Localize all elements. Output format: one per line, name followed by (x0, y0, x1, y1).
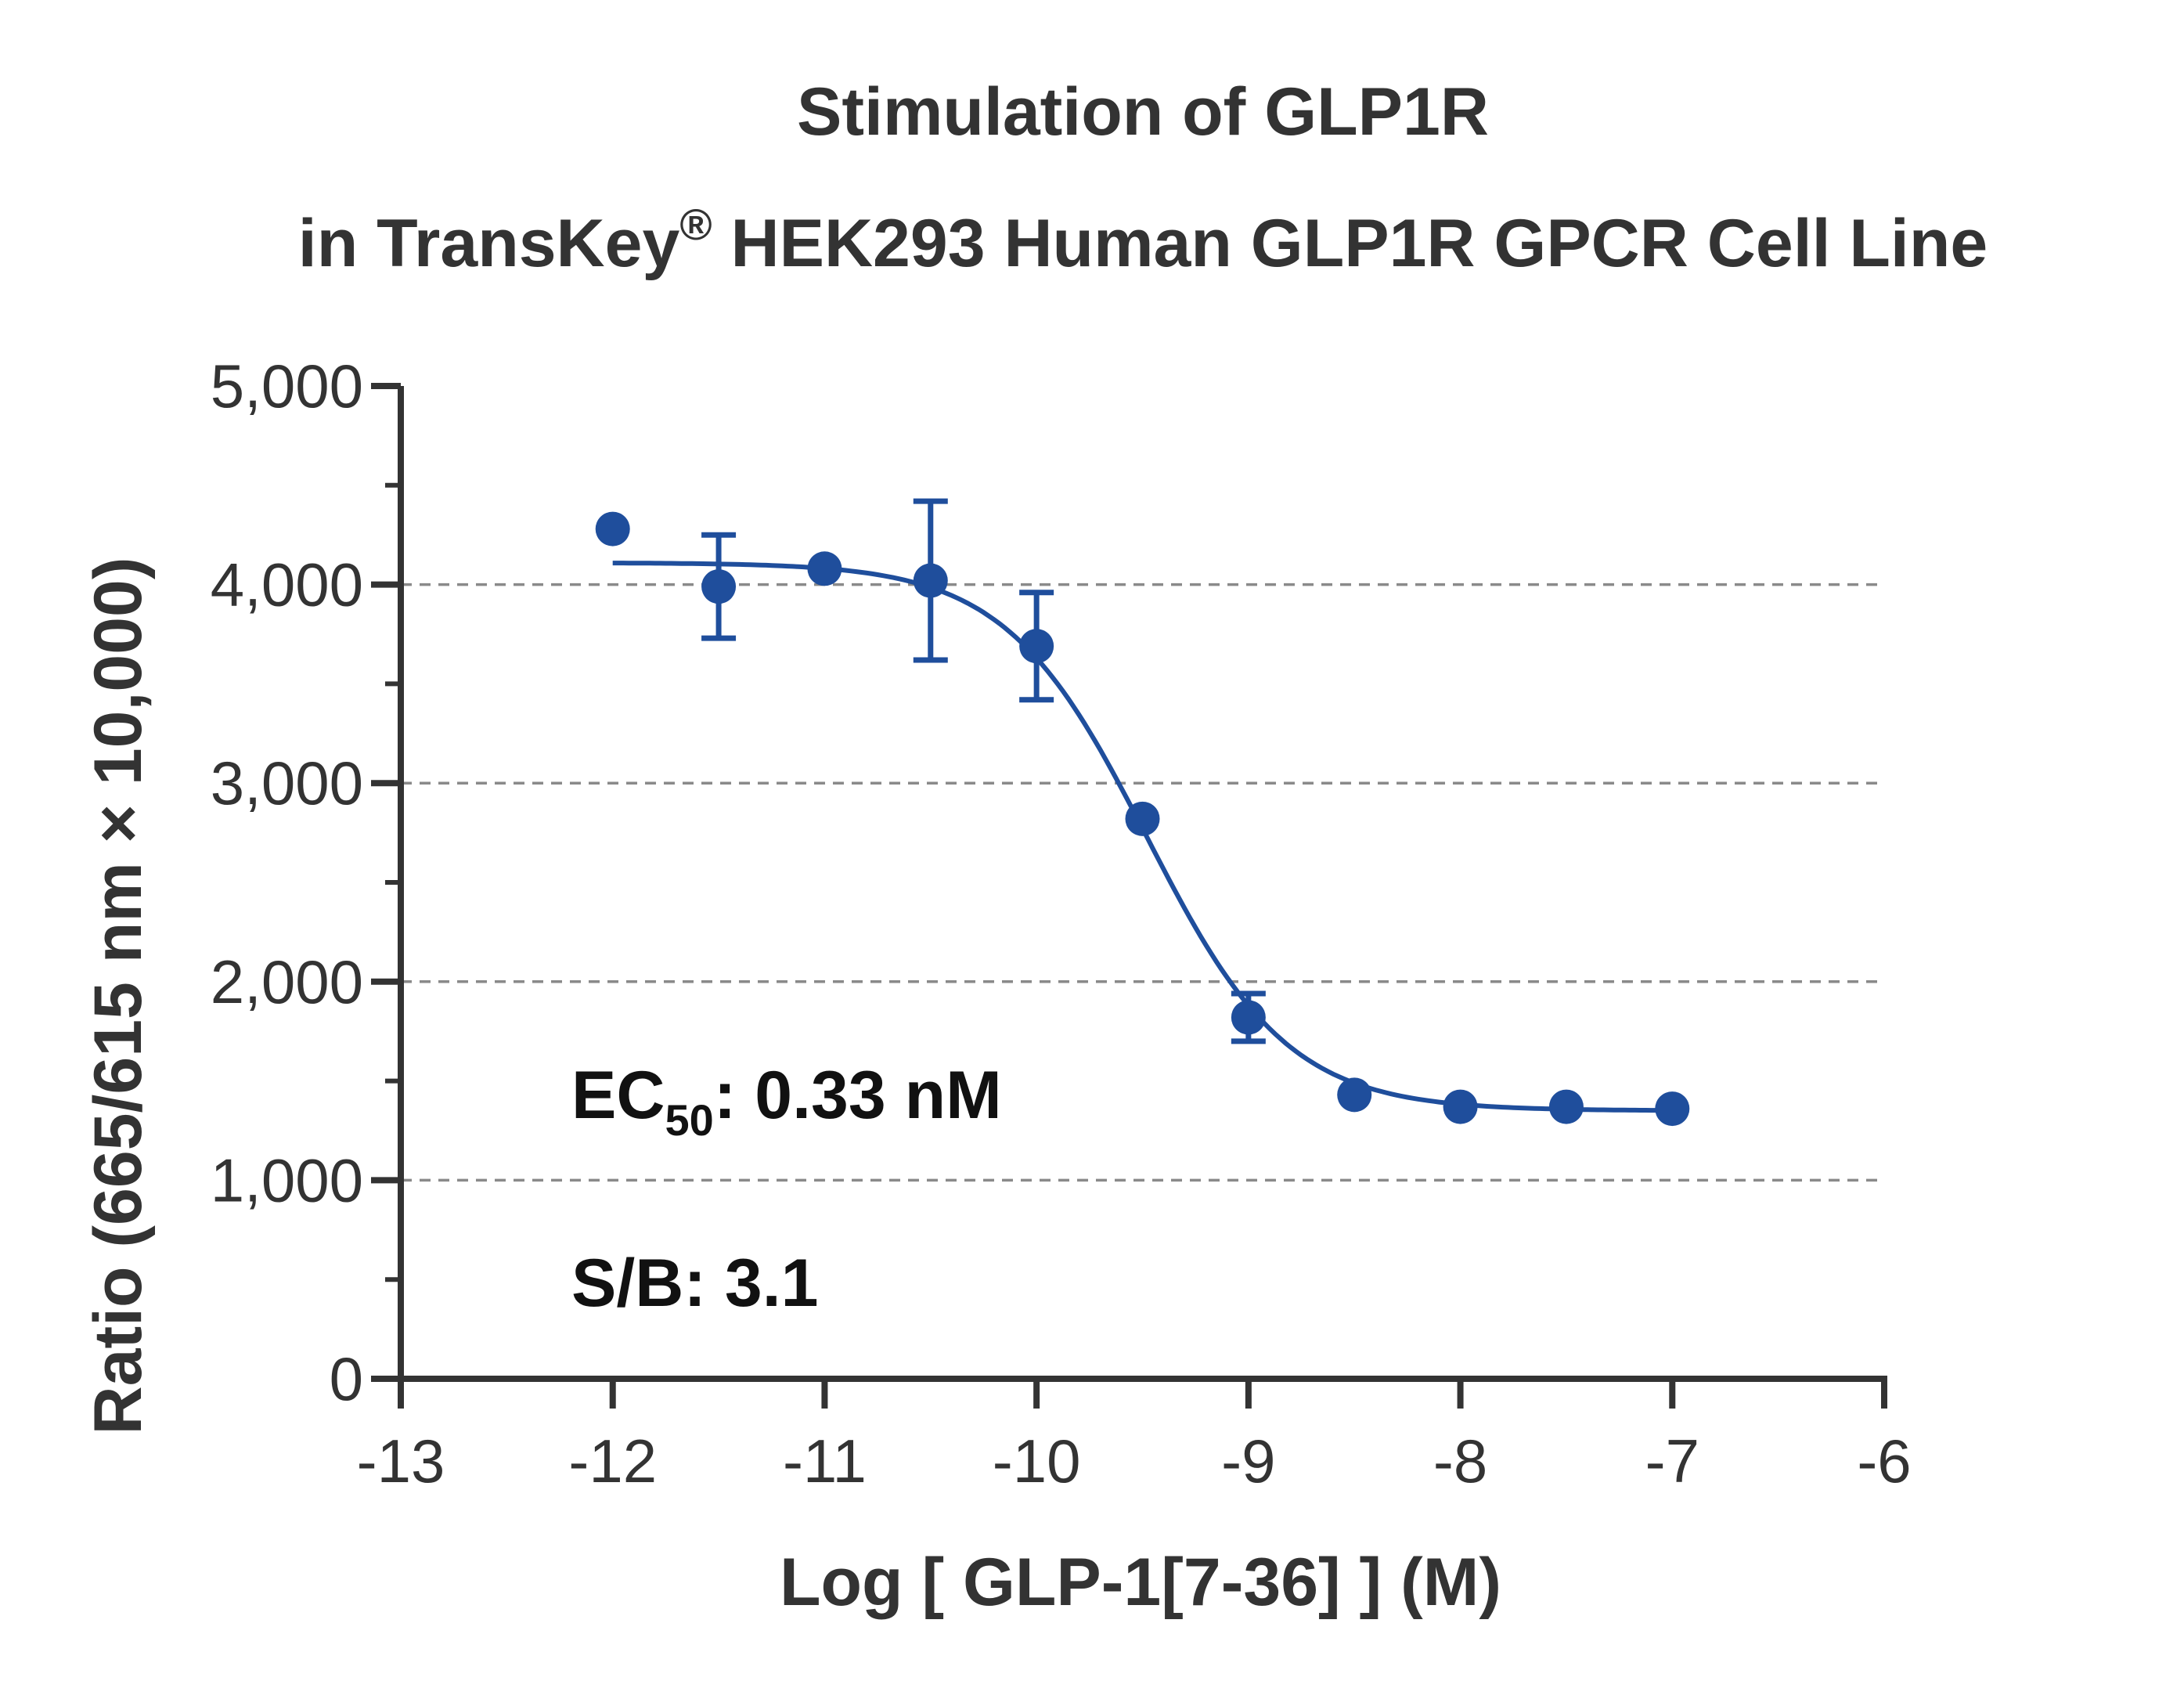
x-axis-label: Log [ GLP-1[7-36] ] (M) (780, 1545, 1501, 1620)
data-point-10 (1655, 1091, 1690, 1127)
y-tick-label-0: 0 (330, 1344, 363, 1413)
x-tick-label--13: -13 (357, 1427, 445, 1495)
data-points (595, 511, 1690, 1127)
x-axis-ticks: -13 -12 -11 -10 -9 -8 -7 -6 (357, 1379, 1912, 1495)
grid-lines (401, 583, 1884, 1182)
data-point-6 (1231, 1000, 1266, 1035)
data-point-5 (1125, 801, 1160, 836)
y-tick-label-4000: 4,000 (211, 550, 363, 619)
data-point-2 (807, 551, 842, 586)
x-tick-label--10: -10 (993, 1427, 1081, 1495)
y-axis-ticks: 0 1,000 2,000 3,000 4,000 5,000 (211, 352, 401, 1413)
fit-curve-group (612, 561, 1673, 1113)
ec50-value: : 0.33 nM (714, 1058, 1002, 1133)
x-tick-label--7: -7 (1645, 1427, 1699, 1495)
fit-curve (612, 561, 1673, 1113)
chart-title-line2: in TransKey® HEK293 Human GLP1R GPCR Cel… (298, 200, 1988, 281)
y-tick-label-2000: 2,000 (211, 947, 363, 1016)
data-point-9 (1548, 1089, 1584, 1124)
x-tick-label--12: -12 (568, 1427, 657, 1495)
data-point-0 (595, 511, 630, 547)
y-tick-label-1000: 1,000 (211, 1145, 363, 1214)
data-point-8 (1443, 1089, 1478, 1124)
data-point-3 (913, 563, 948, 598)
y-tick-label-5000: 5,000 (211, 352, 363, 420)
x-tick-label--8: -8 (1433, 1427, 1487, 1495)
x-tick-label--9: -9 (1221, 1427, 1275, 1495)
x-tick-label--11: -11 (783, 1427, 867, 1495)
y-axis-label: Ratio (665/615 nm × 10,000) (81, 557, 156, 1435)
chart-title-registered-mark: ® (679, 200, 712, 249)
y-tick-label-3000: 3,000 (211, 749, 363, 817)
sb-annotation: S/B: 3.1 (571, 1246, 818, 1321)
data-point-4 (1019, 629, 1054, 664)
chart-title-line1: Stimulation of GLP1R (797, 74, 1489, 150)
chart-title-line2-post: HEK293 Human GLP1R GPCR Cell Line (712, 206, 1988, 281)
data-point-1 (701, 569, 737, 604)
x-tick-label--6: -6 (1857, 1427, 1911, 1495)
chart-title-line2-pre: in TransKey (298, 206, 680, 281)
ec50-annotation: EC50: 0.33 nM (571, 1058, 1002, 1145)
ec50-subscript: 50 (665, 1095, 713, 1145)
ec50-prefix: EC (571, 1058, 665, 1133)
error-bars (701, 498, 1266, 1044)
data-point-7 (1337, 1077, 1372, 1113)
